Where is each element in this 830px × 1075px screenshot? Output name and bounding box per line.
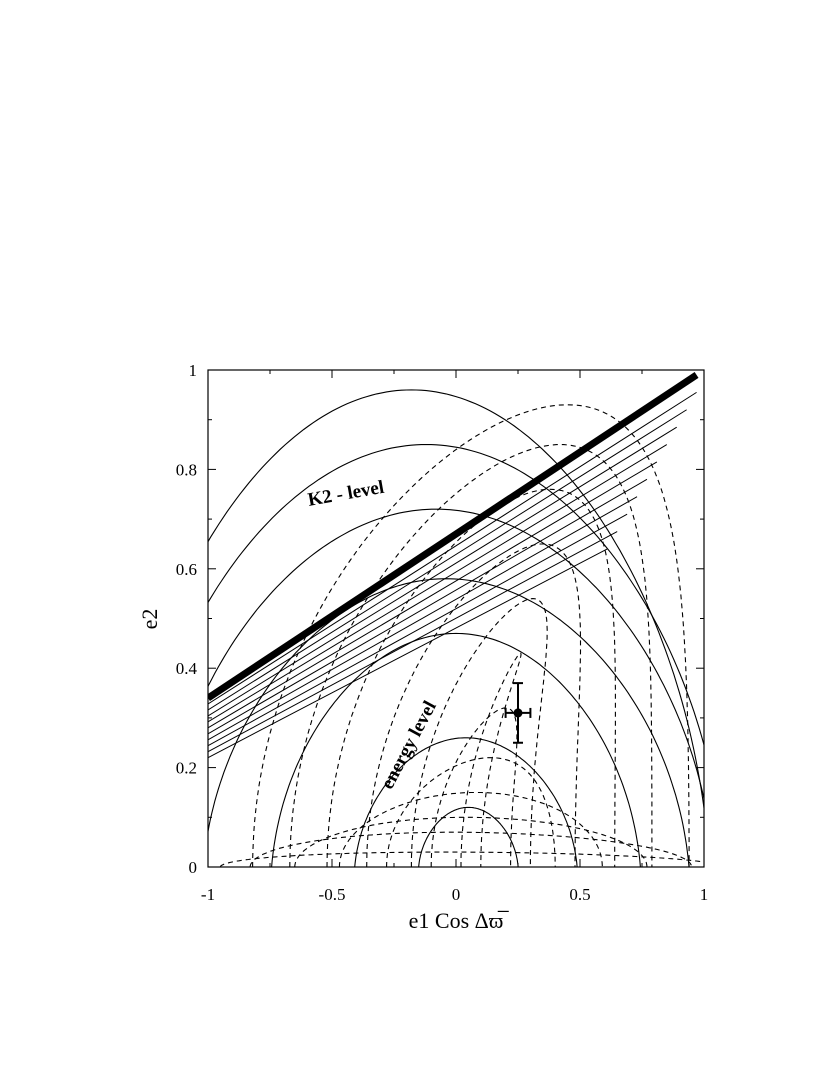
x-tick-label: -1: [201, 885, 215, 904]
k2-fan-line: [208, 531, 618, 753]
k2-contour-solid: [208, 444, 704, 748]
energy-contour-dashed: [386, 757, 556, 867]
k2-fan-line: [208, 548, 608, 759]
k2-fan-line: [208, 478, 648, 735]
energy-contour-dashed: [219, 851, 704, 867]
energy-contour-dashed: [289, 444, 653, 867]
k2-contour-solid: [418, 806, 519, 867]
x-tick-label: 0: [452, 885, 461, 904]
k2-contour-solid: [354, 737, 578, 867]
y-tick-label: 1: [189, 361, 198, 380]
tick-label-group: -1 -0.5 0 0.5 1 0 0.2 0.4 0.6 0.8 1: [176, 361, 709, 904]
y-tick-label: 0: [189, 858, 198, 877]
energy-contour-dashed: [326, 488, 616, 867]
energy-contour-dashed: [338, 791, 603, 867]
k2-fan-line: [208, 444, 668, 723]
energy-contour-dashed: [410, 598, 548, 867]
energy-contour-dashed: [252, 404, 690, 867]
energy-contour-dashed: [430, 707, 518, 867]
k2-fan-line: [208, 496, 638, 741]
k2-contour-solid: [208, 389, 704, 813]
k2-contour-solid: [208, 578, 690, 867]
k2-fan-line: [208, 461, 658, 729]
x-tick-label: -0.5: [319, 885, 346, 904]
k2-fan-line: [208, 426, 677, 717]
y-tick-label: 0.8: [176, 460, 197, 479]
energy-contour-dashed: [294, 816, 648, 867]
k2-contour-solid: [208, 508, 704, 802]
x-tick-label: 0.5: [569, 885, 590, 904]
contour-group: [208, 372, 704, 867]
data-point-group: [504, 682, 532, 744]
axes-group: [207, 369, 705, 868]
annotation-k2-level: K2 - level: [306, 477, 386, 511]
data-point-marker: [513, 708, 523, 718]
y-axis-label: e2: [137, 609, 162, 630]
y-tick-label: 0.2: [176, 759, 197, 778]
k2-contour-solid: [271, 632, 641, 867]
k2-fan-line: [208, 513, 628, 747]
energy-contour-dashed: [366, 543, 582, 867]
k2-fan-line: [208, 391, 697, 705]
y-tick-label: 0.4: [176, 659, 198, 678]
energy-contour-dashed: [249, 831, 693, 867]
x-tick-label: 1: [700, 885, 709, 904]
y-tick-label: 0.6: [176, 560, 197, 579]
energy-contour-dashed: [460, 652, 522, 867]
k2-level-line: [208, 372, 699, 701]
k2-fan-line: [208, 409, 687, 711]
x-axis-label: e1 Cos Δϖ̅: [409, 908, 510, 933]
